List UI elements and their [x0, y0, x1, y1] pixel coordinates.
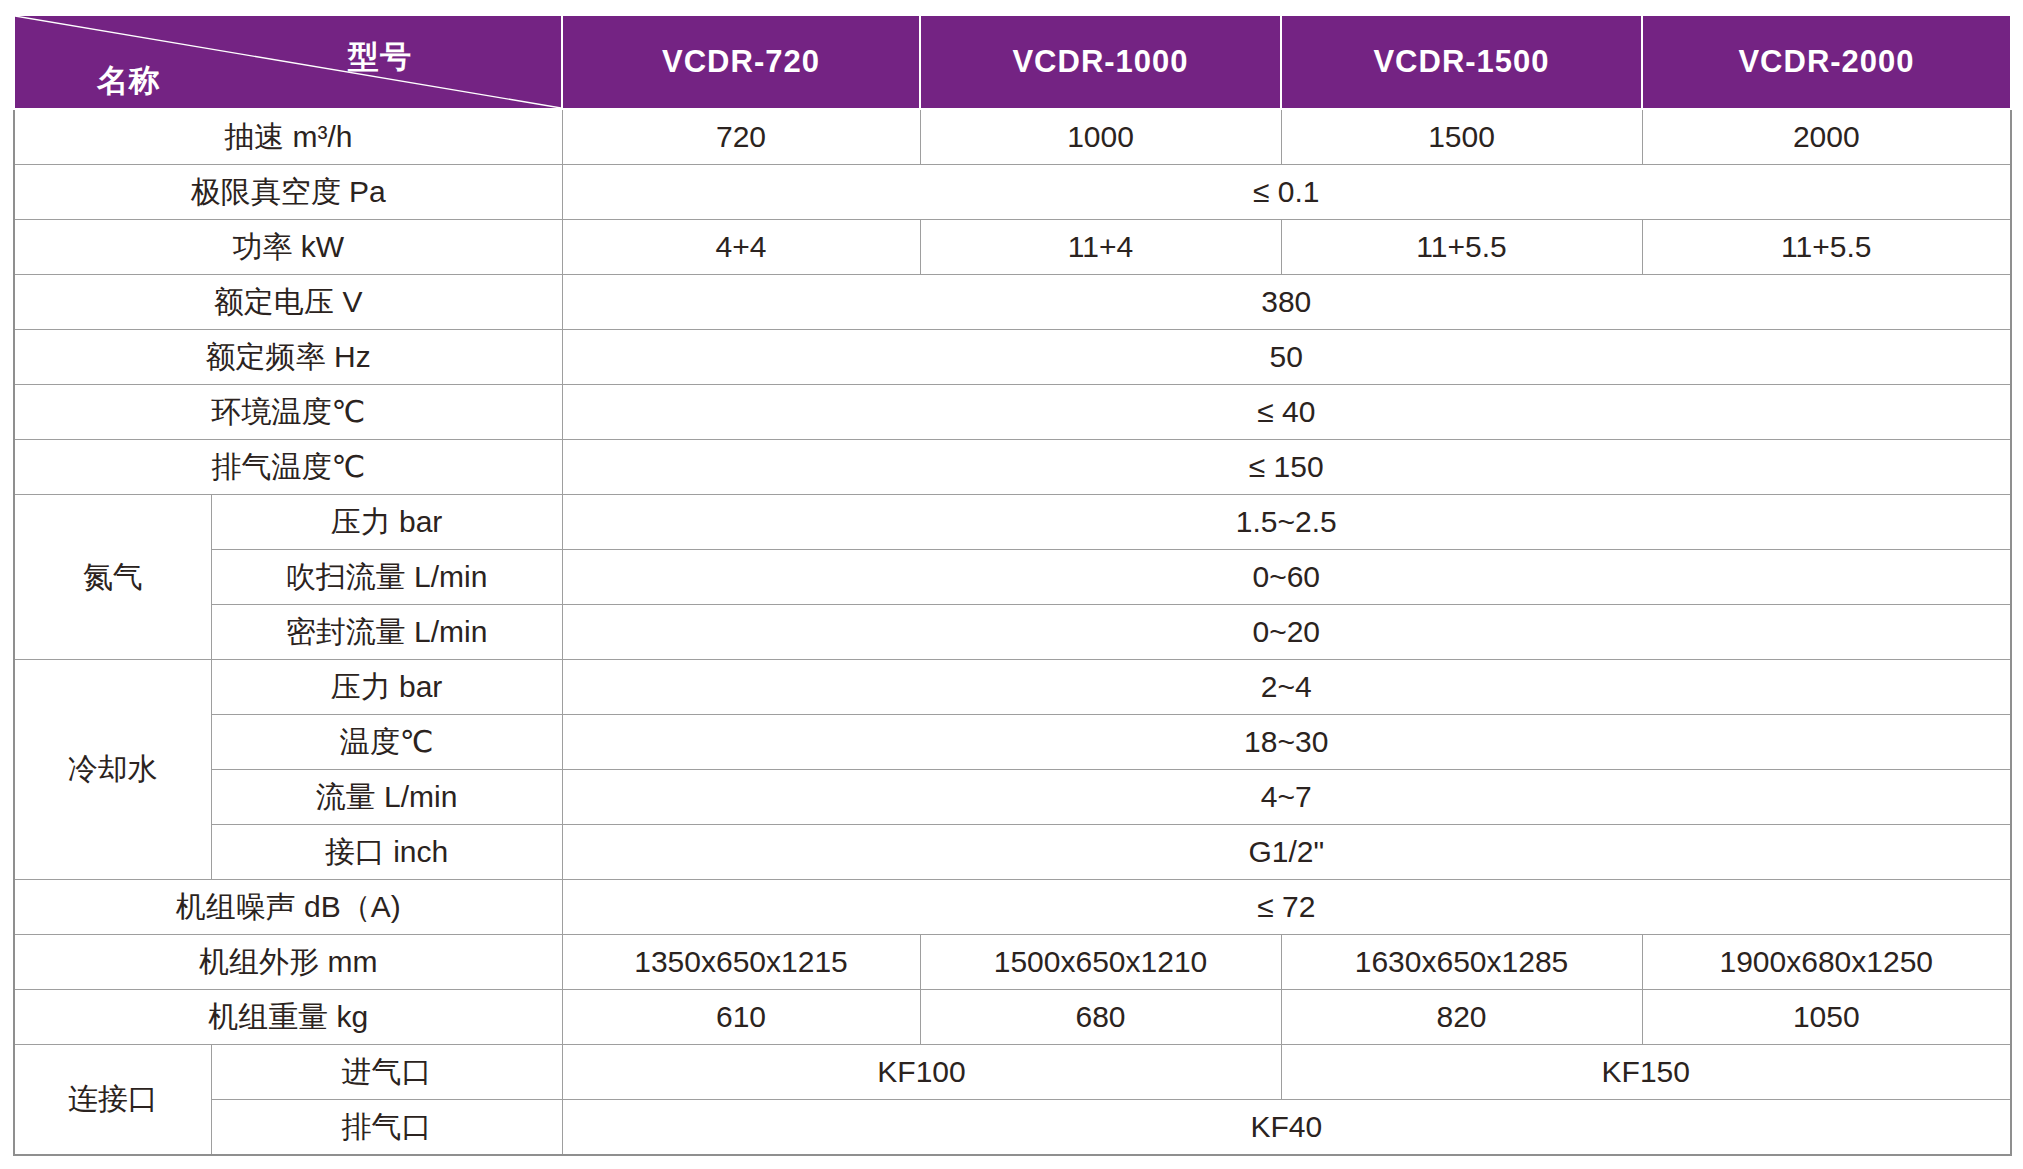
row-label: 流量 L/min [211, 770, 562, 825]
table-row: 机组噪声 dB（A)≤ 72 [14, 880, 2011, 935]
table-row: 环境温度℃≤ 40 [14, 385, 2011, 440]
value-cell: 1500x650x1210 [920, 935, 1281, 990]
value-cell: 18~30 [562, 715, 2011, 770]
value-cell: ≤ 72 [562, 880, 2011, 935]
value-cell: 0~60 [562, 550, 2011, 605]
column-header-vcdr-2000: VCDR-2000 [1642, 15, 2011, 109]
row-label: 额定频率 Hz [14, 330, 562, 385]
row-label: 密封流量 L/min [211, 605, 562, 660]
value-cell: 4~7 [562, 770, 2011, 825]
value-cell: 1630x650x1285 [1281, 935, 1642, 990]
row-label: 排气口 [211, 1100, 562, 1156]
column-header-vcdr-720: VCDR-720 [562, 15, 920, 109]
column-header-vcdr-1500: VCDR-1500 [1281, 15, 1642, 109]
value-cell: 1500 [1281, 109, 1642, 165]
value-cell: 0~20 [562, 605, 2011, 660]
row-label: 进气口 [211, 1045, 562, 1100]
value-cell: 2000 [1642, 109, 2011, 165]
table-row: 机组外形 mm1350x650x12151500x650x12101630x65… [14, 935, 2011, 990]
column-header-vcdr-1000: VCDR-1000 [920, 15, 1281, 109]
table-row: 吹扫流量 L/min0~60 [14, 550, 2011, 605]
row-label: 功率 kW [14, 220, 562, 275]
row-label: 压力 bar [211, 495, 562, 550]
row-label: 机组外形 mm [14, 935, 562, 990]
table-row: 温度℃18~30 [14, 715, 2011, 770]
group-label: 氮气 [14, 495, 211, 660]
spec-table: 型号 名称 VCDR-720VCDR-1000VCDR-1500VCDR-200… [13, 14, 2012, 1156]
value-cell: 4+4 [562, 220, 920, 275]
value-cell: G1/2" [562, 825, 2011, 880]
value-cell: 820 [1281, 990, 1642, 1045]
row-label: 机组噪声 dB（A) [14, 880, 562, 935]
value-cell: 1000 [920, 109, 1281, 165]
table-row: 抽速 m³/h720100015002000 [14, 109, 2011, 165]
value-cell: 680 [920, 990, 1281, 1045]
row-label: 接口 inch [211, 825, 562, 880]
table-row: 额定频率 Hz50 [14, 330, 2011, 385]
row-label: 排气温度℃ [14, 440, 562, 495]
row-label: 吹扫流量 L/min [211, 550, 562, 605]
value-cell: ≤ 150 [562, 440, 2011, 495]
value-cell: 1350x650x1215 [562, 935, 920, 990]
corner-name-label: 名称 [97, 60, 161, 102]
value-cell: 11+5.5 [1281, 220, 1642, 275]
value-cell: 2~4 [562, 660, 2011, 715]
row-label: 环境温度℃ [14, 385, 562, 440]
value-cell: 11+5.5 [1642, 220, 2011, 275]
table-row: 极限真空度 Pa≤ 0.1 [14, 165, 2011, 220]
value-cell: KF150 [1281, 1045, 2011, 1100]
row-label: 额定电压 V [14, 275, 562, 330]
row-label: 压力 bar [211, 660, 562, 715]
value-cell: KF100 [562, 1045, 1281, 1100]
row-label: 温度℃ [211, 715, 562, 770]
value-cell: 11+4 [920, 220, 1281, 275]
spec-sheet-page: 型号 名称 VCDR-720VCDR-1000VCDR-1500VCDR-200… [0, 0, 2023, 1169]
table-row: 排气温度℃≤ 150 [14, 440, 2011, 495]
value-cell: 610 [562, 990, 920, 1045]
corner-header-cell: 型号 名称 [14, 15, 562, 109]
table-row: 排气口KF40 [14, 1100, 2011, 1156]
value-cell: ≤ 0.1 [562, 165, 2011, 220]
corner-model-label: 型号 [348, 36, 412, 78]
row-label: 机组重量 kg [14, 990, 562, 1045]
value-cell: 1900x680x1250 [1642, 935, 2011, 990]
table-row: 连接口进气口KF100KF150 [14, 1045, 2011, 1100]
value-cell: 50 [562, 330, 2011, 385]
group-label: 冷却水 [14, 660, 211, 880]
table-row: 接口 inchG1/2" [14, 825, 2011, 880]
value-cell: 1050 [1642, 990, 2011, 1045]
row-label: 抽速 m³/h [14, 109, 562, 165]
table-row: 氮气压力 bar1.5~2.5 [14, 495, 2011, 550]
value-cell: ≤ 40 [562, 385, 2011, 440]
value-cell: 1.5~2.5 [562, 495, 2011, 550]
table-row: 额定电压 V380 [14, 275, 2011, 330]
table-row: 密封流量 L/min0~20 [14, 605, 2011, 660]
table-row: 流量 L/min4~7 [14, 770, 2011, 825]
table-row: 冷却水压力 bar2~4 [14, 660, 2011, 715]
row-label: 极限真空度 Pa [14, 165, 562, 220]
group-label: 连接口 [14, 1045, 211, 1156]
header-row: 型号 名称 VCDR-720VCDR-1000VCDR-1500VCDR-200… [14, 15, 2011, 109]
table-row: 功率 kW4+411+411+5.511+5.5 [14, 220, 2011, 275]
value-cell: 380 [562, 275, 2011, 330]
value-cell: 720 [562, 109, 920, 165]
value-cell: KF40 [562, 1100, 2011, 1156]
table-row: 机组重量 kg6106808201050 [14, 990, 2011, 1045]
